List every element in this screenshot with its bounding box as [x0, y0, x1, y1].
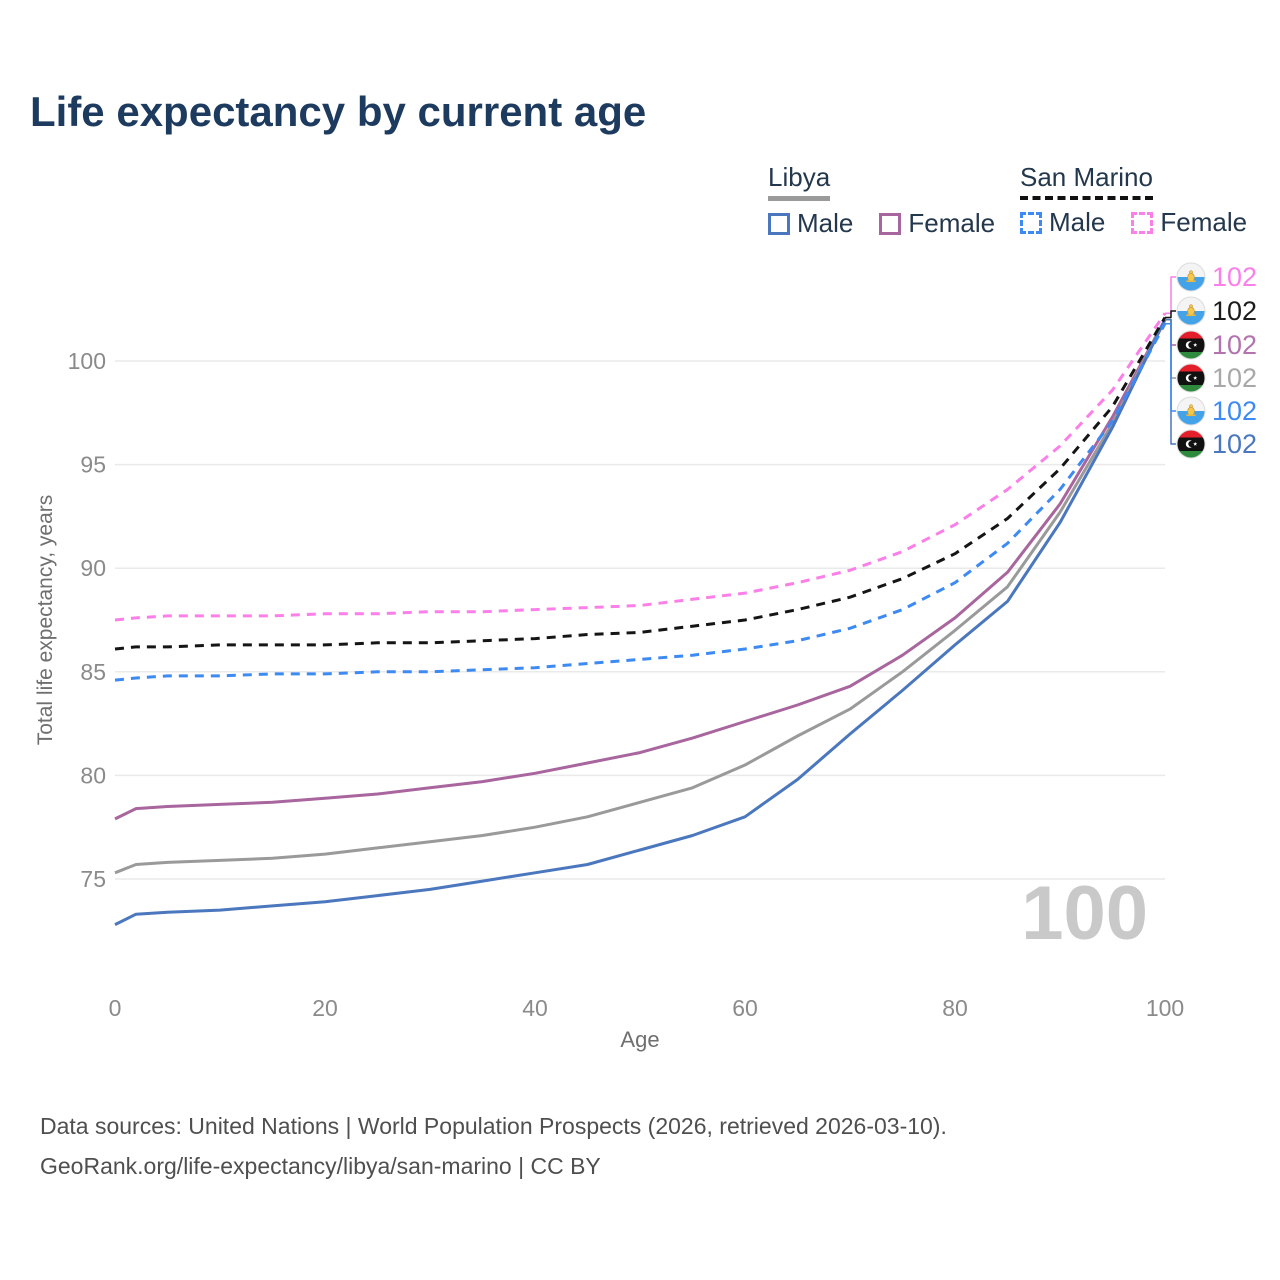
endpoint-connector	[1165, 276, 1176, 315]
flag-ring	[1176, 396, 1206, 426]
page-title: Life expectancy by current age	[30, 88, 647, 135]
footer: Data sources: United Nations | World Pop…	[40, 1106, 1240, 1186]
legend-country-label[interactable]: San Marino	[1020, 162, 1153, 200]
legend-item-label: Male	[797, 208, 854, 238]
legend-item-label: Female	[908, 208, 996, 238]
series-line-libya-female	[114, 318, 1167, 821]
x-tick-label-20: 20	[312, 995, 338, 1021]
legend-item-libya-female[interactable]: Female	[879, 208, 995, 239]
endpoint-connector	[1165, 310, 1176, 319]
age-watermark: 100	[1021, 871, 1148, 956]
legend-swatch-icon	[1131, 211, 1154, 234]
y-tick-label-100: 100	[68, 348, 106, 374]
legend-item-libya-male[interactable]: Male	[768, 208, 853, 239]
endpoint-value-label-san-marino-female: 102	[1212, 262, 1257, 292]
endpoint-value-label-libya-total: 102	[1212, 363, 1257, 393]
endpoint-value-label-san-marino-total: 102	[1212, 296, 1257, 326]
san-marino-flag-icon	[1177, 397, 1205, 425]
flag-ring	[1176, 330, 1206, 360]
endpoint-value-label-san-marino-male: 102	[1212, 396, 1257, 426]
series-line-libya-total	[114, 318, 1167, 875]
series-line-san-marino-female	[114, 312, 1167, 622]
legend-item-san-marino-female[interactable]: Female	[1131, 207, 1247, 238]
endpoint-connector	[1165, 322, 1176, 412]
x-tick-label-0: 0	[109, 995, 122, 1021]
legend-country-label[interactable]: Libya	[768, 162, 831, 201]
san-marino-flag-icon	[1177, 297, 1205, 325]
libya-flag-icon	[1177, 364, 1205, 392]
flag-ring	[1176, 429, 1206, 459]
x-axis-title: Age	[620, 1027, 660, 1052]
legend-item-label: Male	[1049, 207, 1106, 237]
legend-item-label: Female	[1160, 207, 1248, 237]
y-tick-label-75: 75	[80, 866, 106, 892]
legend-item-san-marino-male[interactable]: Male	[1020, 207, 1105, 238]
legend-swatch-icon	[879, 212, 902, 235]
libya-flag-icon	[1177, 430, 1205, 458]
endpoint-value-label-libya-male: 102	[1212, 429, 1257, 459]
legend-swatch-icon	[768, 212, 790, 235]
footer-attribution: GeoRank.org/life-expectancy/libya/san-ma…	[40, 1153, 601, 1179]
x-tick-label-60: 60	[732, 995, 758, 1021]
chart-legend: Libya Male Female San Marino Male Female	[0, 162, 1280, 242]
flag-ring	[1176, 363, 1206, 393]
flag-ring	[1176, 296, 1206, 326]
x-tick-label-40: 40	[522, 995, 548, 1021]
series-line-libya-male	[114, 318, 1167, 926]
y-tick-label-95: 95	[80, 452, 106, 478]
y-tick-label-85: 85	[80, 659, 106, 685]
legend-swatch-icon	[1020, 211, 1042, 234]
endpoint-value-label-libya-female: 102	[1212, 330, 1257, 360]
libya-flag-icon	[1177, 331, 1205, 359]
legend-group-san-marino: San Marino Male Female	[1020, 162, 1247, 238]
series-line-san-marino-male	[114, 322, 1167, 682]
x-tick-label-80: 80	[942, 995, 968, 1021]
flag-ring	[1176, 262, 1206, 292]
y-tick-label-90: 90	[80, 555, 106, 581]
series-line-san-marino-total	[114, 316, 1167, 651]
x-tick-label-100: 100	[1146, 995, 1184, 1021]
san-marino-flag-icon	[1177, 263, 1205, 291]
footer-data-sources: Data sources: United Nations | World Pop…	[40, 1113, 947, 1139]
y-tick-label-80: 80	[80, 762, 106, 788]
legend-group-libya: Libya Male Female	[768, 162, 995, 239]
legend-items-row: Male Female	[768, 208, 995, 239]
legend-items-row: Male Female	[1020, 207, 1247, 238]
